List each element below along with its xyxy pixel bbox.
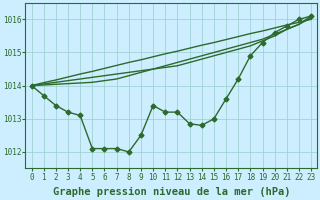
- X-axis label: Graphe pression niveau de la mer (hPa): Graphe pression niveau de la mer (hPa): [52, 187, 290, 197]
